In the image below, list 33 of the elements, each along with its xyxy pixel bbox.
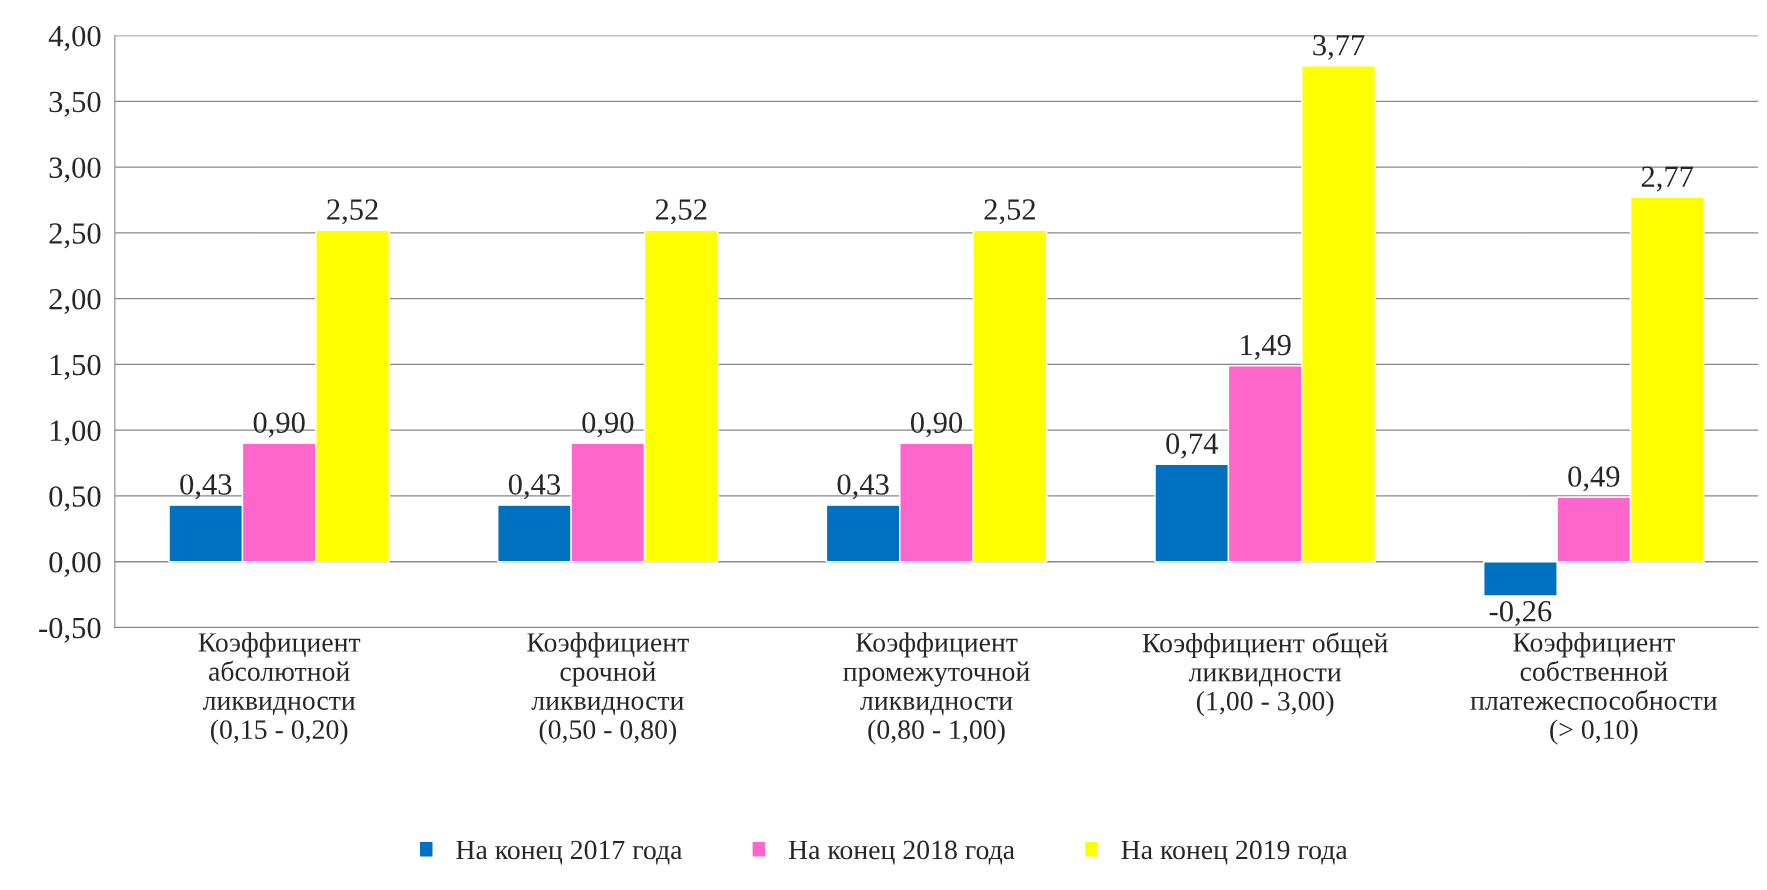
y-tick-label: 0,00 bbox=[49, 551, 101, 577]
data-label: 0,43 bbox=[837, 474, 889, 500]
data-label: 0,43 bbox=[508, 474, 560, 500]
x-tick-label: Коэффициент промежуточной ликвидности (0,80 - 1,00) bbox=[843, 632, 1030, 745]
y-tick-label: 2,50 bbox=[49, 223, 101, 249]
data-label: 0,90 bbox=[582, 412, 634, 438]
y-tick-label: 3,00 bbox=[49, 157, 101, 183]
y-tick-label: 0,50 bbox=[49, 486, 101, 512]
data-label: 0,74 bbox=[1166, 433, 1219, 459]
y-tick-label: 4,00 bbox=[48, 25, 101, 51]
data-label: 2,52 bbox=[327, 199, 378, 225]
data-label: 2,77 bbox=[1641, 166, 1694, 192]
y-tick-label: 1,00 bbox=[50, 420, 101, 446]
x-tick-label: Коэффициент срочной ликвидности (0,50 - 0,80) bbox=[527, 632, 689, 745]
legend-label: На конец 2018 года bbox=[788, 840, 1015, 865]
data-label: 2,52 bbox=[984, 199, 1035, 225]
data-label: 0,90 bbox=[910, 412, 963, 438]
x-tick-label: Коэффициент абсолютной ликвидности (0,15 - 0,20) bbox=[198, 632, 361, 745]
data-label: 0,49 bbox=[1568, 466, 1620, 492]
data-label: -0,26 bbox=[1489, 600, 1552, 626]
legend-label: На конец 2017 года bbox=[456, 840, 683, 865]
y-tick-label: 2,00 bbox=[49, 288, 101, 314]
y-tick-label: 1,50 bbox=[50, 354, 101, 380]
data-label: 2,52 bbox=[655, 199, 707, 225]
data-label: 1,49 bbox=[1241, 334, 1291, 360]
data-label: 0,90 bbox=[253, 412, 305, 438]
legend-label: На конец 2019 года bbox=[1121, 840, 1348, 865]
y-tick-label: 3,50 bbox=[49, 91, 101, 117]
x-tick-label: Коэффициент общей ликвидности (1,00 - 3,00) bbox=[1142, 632, 1388, 717]
y-tick-label: -0,50 bbox=[39, 617, 101, 643]
data-label: 3,77 bbox=[1313, 34, 1365, 60]
x-tick-label: Коэффициент собственной платежеспособности (> 0,10) bbox=[1470, 632, 1717, 745]
data-label: 0,43 bbox=[180, 474, 232, 500]
